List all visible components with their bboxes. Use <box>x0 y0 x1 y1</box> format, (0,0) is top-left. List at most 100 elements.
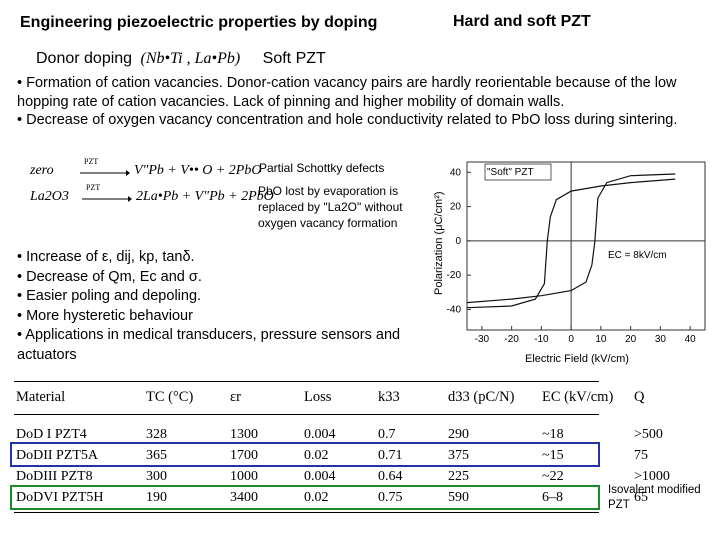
table-cell: ~15 <box>542 447 564 463</box>
x-tick-label: 0 <box>568 334 574 345</box>
schottky-note: Partial Schottky defects <box>259 161 385 175</box>
donor-formula: (Nb•Ti , La•Pb) <box>140 50 241 67</box>
highlight-box-green <box>10 485 600 510</box>
table-header-cell: Q <box>634 388 645 405</box>
table-cell: 0.004 <box>304 426 336 442</box>
table-cell: >500 <box>634 426 663 442</box>
properties-table: Material TC (°C) εr Loss k33 d33 (pC/N) EC (kV… <box>10 382 690 508</box>
table-header-cell: d33 (pC/N) <box>448 388 515 405</box>
bullet-decrease: • Decrease of Qm, Ec and σ. <box>17 268 202 285</box>
soft-pzt-label: Soft PZT <box>262 50 326 67</box>
eq2-arrow <box>82 196 132 202</box>
eq1-arrow <box>80 170 130 176</box>
hysteresis-branch-1 <box>466 178 676 309</box>
table-header-cell: k33 <box>378 388 400 405</box>
x-tick-label: 40 <box>685 334 697 345</box>
ec-annotation: EC = 8kV/cm <box>608 250 667 261</box>
table-row: DoDII PZT5A 365 1700 0.02 0.71 375 ~15 75 <box>10 445 690 466</box>
equation-1: zero PZT V″Pb + V•• O + 2PbO <box>30 157 261 182</box>
y-tick-label: -20 <box>447 270 462 281</box>
section-title-hard-soft: Hard and soft PZT <box>453 13 591 30</box>
table-cell: 590 <box>448 489 469 505</box>
table-cell: 0.64 <box>378 468 403 484</box>
x-tick-label: -30 <box>475 334 490 345</box>
eq2-rhs: 2La•Pb + V″Pb + 2PbO <box>136 189 274 204</box>
table-cell: 1000 <box>230 468 258 484</box>
table-row: DoDIII PZT8 300 1000 0.004 0.64 225 ~22 >1000 <box>10 466 690 487</box>
eq2-lhs: La2O3 <box>30 189 69 204</box>
plot-frame <box>466 161 706 331</box>
x-tick-label: -10 <box>534 334 549 345</box>
table-cell: 65 <box>634 489 648 505</box>
table-bottom-rule <box>14 512 599 513</box>
equation-2: La2O3 PZT 2La•Pb + V″Pb + 2PbO <box>30 183 274 208</box>
table-cell: 0.71 <box>378 447 403 463</box>
table-cell: ~22 <box>542 468 564 484</box>
table-cell: 300 <box>146 468 167 484</box>
table-cell: 328 <box>146 426 167 442</box>
hysteresis-chart: -30 -20 -10 0 10 20 30 40 40 20 0 -20 -40 "Soft" PZT… <box>433 161 706 365</box>
table-header-cell: Loss <box>304 388 332 405</box>
table-cell: 290 <box>448 426 469 442</box>
table-cell: DoDII PZT5A <box>16 447 99 463</box>
table-cell: 3400 <box>230 489 258 505</box>
bullet-list-bottom: • Increase of ε, dij, kp, tanδ. • Decrea… <box>17 248 432 365</box>
y-tick-label: 0 <box>455 236 461 247</box>
table-header-cell: εr <box>230 388 241 405</box>
table-cell: 225 <box>448 468 469 484</box>
hysteresis-branch-2 <box>466 173 676 304</box>
bullet-poling: • Easier poling and depoling. <box>17 288 202 304</box>
table-header-rule <box>14 414 599 415</box>
x-tick-label: 10 <box>595 334 607 345</box>
table-row: DoDVI PZT5H 190 3400 0.02 0.75 590 6–8 65 <box>10 487 690 508</box>
table-row: DoD I PZT4 328 1300 0.004 0.7 290 ~18 >500 <box>10 424 690 445</box>
table-cell: 75 <box>634 447 648 463</box>
highlight-box-blue <box>10 442 600 467</box>
bullet-applications: • Applications in medical transducers, p… <box>17 327 401 363</box>
table-cell: 1700 <box>230 447 258 463</box>
table-cell: 1300 <box>230 426 258 442</box>
eq1-lhs: zero <box>30 163 54 178</box>
table-cell: DoD I PZT4 <box>16 426 87 442</box>
table-cell: 0.004 <box>304 468 336 484</box>
table-cell: DoDIII PZT8 <box>16 468 93 484</box>
table-cell: 365 <box>146 447 167 463</box>
bullet-hysteretic: • More hysteretic behaviour <box>17 307 193 324</box>
eq1-arrow-label: PZT <box>84 157 99 166</box>
isovalent-note: Isovalent modified PZT <box>608 484 701 511</box>
table-cell: 375 <box>448 447 469 463</box>
table-cell: 6–8 <box>542 489 563 505</box>
bullet-list-top: • Formation of cation vacancies. Donor-c… <box>17 74 707 130</box>
y-tick-label: -40 <box>447 304 462 315</box>
x-tick-label: 30 <box>655 334 667 345</box>
table-cell: >1000 <box>634 468 670 484</box>
page-title: Engineering piezoelectric properties by … <box>20 14 378 31</box>
x-tick-label: 20 <box>625 334 637 345</box>
x-tick-label: -20 <box>504 334 519 345</box>
table-top-rule <box>14 381 599 382</box>
y-tick-label: 20 <box>450 202 462 213</box>
table-header-cell: Material <box>16 388 66 405</box>
table-header-row: Material TC (°C) εr Loss k33 d33 (pC/N) EC (kV… <box>10 382 690 412</box>
legend-box-label: "Soft" PZT <box>487 167 534 178</box>
donor-doping-label: Donor doping <box>36 50 133 67</box>
table-header-cell: TC (°C) <box>146 388 194 405</box>
x-axis-label: Electric Field (kV/cm) <box>525 353 629 365</box>
table-cell: 0.75 <box>378 489 403 505</box>
bullet-cation-vacancies: • Formation of cation vacancies. Donor-c… <box>17 75 677 110</box>
y-tick-label: 40 <box>450 167 462 178</box>
y-axis-label: Polarization (μC/cm²) <box>433 191 445 295</box>
table-header-cell: EC (kV/cm) <box>542 388 614 405</box>
bullet-oxygen-vacancy: • Decrease of oxygen vacancy concentrati… <box>17 112 678 128</box>
pbo-loss-note: PbO lost by evaporation is replaced by "… <box>258 184 403 230</box>
eq1-rhs: V″Pb + V•• O + 2PbO <box>134 163 262 178</box>
table-cell: 0.7 <box>378 426 396 442</box>
table-cell: 0.02 <box>304 489 329 505</box>
legend-box <box>484 163 552 181</box>
table-cell: 0.02 <box>304 447 329 463</box>
table-cell: DoDVI PZT5H <box>16 489 104 505</box>
eq2-arrow-label: PZT <box>86 183 101 192</box>
table-cell: ~18 <box>542 426 564 442</box>
bullet-increase: • Increase of ε, dij, kp, tanδ. <box>17 249 195 265</box>
donor-doping-line: Donor doping (Nb•Ti , La•Pb) Soft PZT <box>36 50 326 68</box>
